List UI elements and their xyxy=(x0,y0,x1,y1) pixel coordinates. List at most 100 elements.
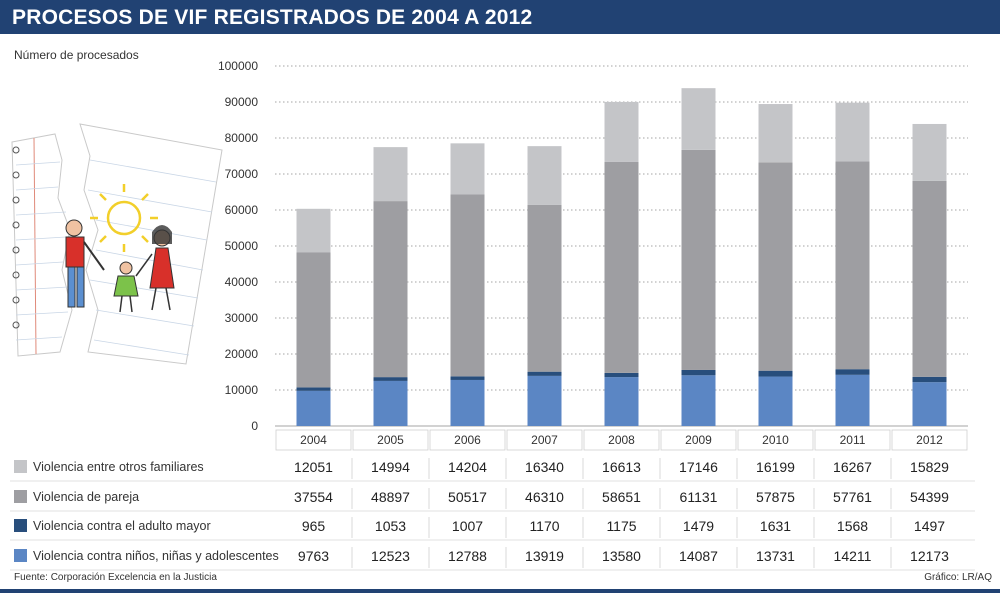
bar-segment xyxy=(604,161,639,373)
data-label: 13919 xyxy=(525,548,564,564)
legend-entry: Violencia contra niños, niñas y adolesce… xyxy=(33,549,279,563)
y-tick-label: 90000 xyxy=(225,95,259,109)
data-label: 12051 xyxy=(294,459,333,475)
data-label: 17146 xyxy=(679,459,718,475)
x-tick-label: 2008 xyxy=(608,433,635,447)
data-label: 16199 xyxy=(756,459,795,475)
bar-segment xyxy=(835,161,870,370)
bar-segment xyxy=(758,370,793,377)
bar-segment xyxy=(604,372,639,378)
y-tick-label: 70000 xyxy=(225,167,259,181)
data-label: 14211 xyxy=(834,548,872,564)
bar-segment xyxy=(527,204,562,372)
legend-swatch xyxy=(14,460,27,473)
bar-segment xyxy=(450,143,485,195)
data-label: 57761 xyxy=(833,489,872,505)
credit-note: Gráfico: LR/AQ xyxy=(924,572,992,583)
bar-segment xyxy=(450,379,485,426)
legend-entry: Violencia entre otros familiares xyxy=(33,460,204,474)
data-label: 1175 xyxy=(606,518,636,534)
data-label: 12173 xyxy=(910,548,949,564)
chart-title: PROCESOS DE VIF REGISTRADOS DE 2004 A 20… xyxy=(12,6,533,29)
data-label: 57875 xyxy=(756,489,795,505)
bar-segment xyxy=(835,102,870,162)
data-label: 61131 xyxy=(680,489,718,505)
x-tick-box xyxy=(429,429,506,451)
bar-segment xyxy=(296,252,331,388)
data-label: 14994 xyxy=(371,459,410,475)
data-label: 46310 xyxy=(525,489,564,505)
bottom-bar xyxy=(0,589,1000,593)
bar-segment xyxy=(912,376,947,383)
data-label: 9763 xyxy=(298,548,329,564)
y-tick-label: 100000 xyxy=(218,59,258,73)
bar-segment xyxy=(373,380,408,426)
data-label: 48897 xyxy=(371,489,410,505)
bar-segment xyxy=(912,123,947,181)
data-label: 50517 xyxy=(448,489,487,505)
x-tick-label: 2007 xyxy=(531,433,558,447)
data-label: 15829 xyxy=(910,459,949,475)
y-tick-label: 10000 xyxy=(225,383,259,397)
x-tick-box xyxy=(352,429,429,451)
data-label: 13731 xyxy=(756,548,795,564)
legend-swatch xyxy=(14,519,27,532)
x-tick-box xyxy=(891,429,968,451)
data-label: 1007 xyxy=(452,518,483,534)
y-tick-label: 0 xyxy=(251,419,258,433)
bar-segment xyxy=(604,101,639,162)
data-label: 1568 xyxy=(837,518,868,534)
bar-segment xyxy=(758,162,793,371)
x-tick-label: 2012 xyxy=(916,433,943,447)
bar-segment xyxy=(681,88,716,150)
bar-segment xyxy=(604,377,639,426)
bar-segment xyxy=(296,208,331,253)
x-tick-box xyxy=(583,429,660,451)
bar-segment xyxy=(912,382,947,426)
y-tick-label: 50000 xyxy=(225,239,259,253)
y-tick-label: 20000 xyxy=(225,347,259,361)
data-label: 13580 xyxy=(602,548,641,564)
data-label: 58651 xyxy=(602,489,641,505)
bar-segment xyxy=(835,374,870,426)
bar-segment xyxy=(373,201,408,378)
y-tick-label: 30000 xyxy=(225,311,259,325)
y-tick-label: 40000 xyxy=(225,275,259,289)
bar-segment xyxy=(912,180,947,377)
x-tick-label: 2011 xyxy=(840,433,866,447)
x-tick-label: 2009 xyxy=(685,433,712,447)
y-axis-label: Número de procesados xyxy=(14,48,139,62)
data-label: 37554 xyxy=(294,489,333,505)
legend-entry: Violencia contra el adulto mayor xyxy=(33,519,211,533)
x-tick-box xyxy=(506,429,583,451)
data-label: 14087 xyxy=(679,548,718,564)
bar-segment xyxy=(450,194,485,377)
bar-segment xyxy=(373,377,408,381)
x-tick-label: 2006 xyxy=(454,433,481,447)
data-label: 12523 xyxy=(371,548,410,564)
x-tick-box xyxy=(275,429,352,451)
x-tick-label: 2010 xyxy=(762,433,789,447)
bar-segment xyxy=(758,104,793,163)
bar-segment xyxy=(758,376,793,426)
legend-swatch xyxy=(14,549,27,562)
x-tick-box xyxy=(814,429,891,451)
bar-segment xyxy=(450,376,485,380)
bar-segment xyxy=(527,375,562,426)
legend-entry: Violencia de pareja xyxy=(33,490,139,504)
x-tick-box xyxy=(660,429,737,451)
data-label: 1170 xyxy=(529,518,559,534)
bar-segment xyxy=(296,390,331,426)
bar-segment xyxy=(527,146,562,205)
data-label: 1497 xyxy=(914,518,945,534)
bar-segment xyxy=(373,147,408,202)
bar-segment xyxy=(681,149,716,370)
bar-segment xyxy=(681,369,716,376)
x-tick-box xyxy=(737,429,814,451)
y-tick-label: 80000 xyxy=(225,131,259,145)
title-bar: PROCESOS DE VIF REGISTRADOS DE 2004 A 20… xyxy=(0,0,1000,34)
data-label: 1053 xyxy=(375,518,406,534)
y-tick-label: 60000 xyxy=(225,203,259,217)
bar-segment xyxy=(296,387,331,391)
x-tick-label: 2004 xyxy=(300,433,327,447)
